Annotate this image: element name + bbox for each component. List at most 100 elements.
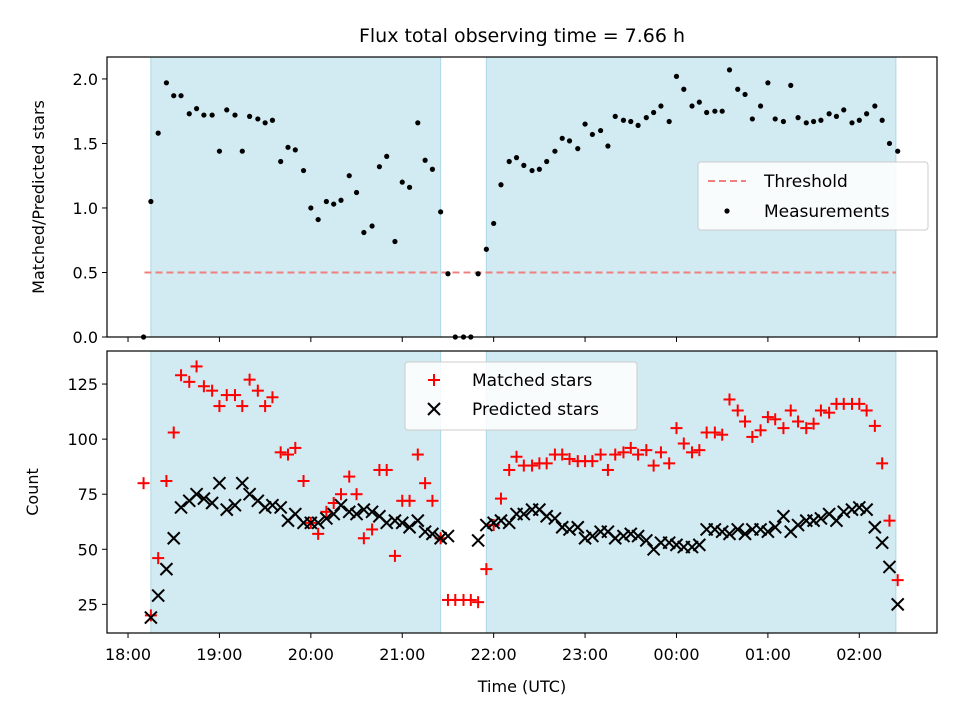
predicted-star-mark-b (753, 522, 768, 537)
matched-star-point (807, 417, 820, 430)
matched-star-point (464, 593, 477, 606)
y-tick-label: 0.5 (73, 263, 98, 282)
matched-star-point (624, 441, 637, 454)
predicted-star-point (388, 513, 402, 528)
predicted-star-point (334, 498, 348, 512)
matched-star-point (266, 391, 279, 404)
matched-star-point (289, 441, 302, 454)
measurement-point (155, 130, 161, 136)
bottom-legend-box (404, 361, 638, 431)
x-tick-label: 02:00 (836, 645, 882, 664)
measurement-point (612, 113, 618, 119)
measurement-point (498, 182, 504, 188)
predicted-star-mark-b (205, 496, 219, 510)
matched-star-point (632, 448, 645, 461)
predicted-star-mark-b (539, 509, 554, 523)
measurement-point (255, 116, 261, 122)
matched-star-point (891, 574, 904, 587)
predicted-star-point (502, 516, 516, 530)
predicted-star-point (411, 513, 425, 528)
predicted-star-point (418, 524, 432, 539)
predicted-star-mark-b (806, 513, 821, 528)
predicted-star-point (631, 529, 645, 543)
measurement-point (445, 271, 451, 277)
matched-star-point (693, 444, 706, 457)
measurement-point (232, 112, 238, 118)
measurement-point (483, 246, 489, 252)
bottom-legend: Matched stars Predicted stars (404, 361, 638, 431)
measurement-point (886, 140, 893, 147)
matched-star-point (800, 422, 813, 435)
predicted-star-point (722, 527, 737, 541)
predicted-star-mark-b (708, 522, 722, 537)
predicted-star-mark-b (220, 502, 234, 517)
measurement-point (262, 120, 268, 126)
predicted-star-point (517, 507, 531, 521)
predicted-star-mark-b (418, 524, 432, 539)
predicted-stars-points (144, 476, 905, 625)
predicted-star-mark-b (814, 511, 828, 526)
measurement-point (384, 153, 390, 159)
matched-star-point (814, 404, 827, 417)
measurement-point (285, 144, 291, 150)
predicted-star-mark-b (845, 502, 859, 517)
predicted-star-mark-b (411, 513, 425, 528)
measurement-point (422, 157, 428, 163)
measurement-point (704, 109, 710, 116)
measurement-point (879, 117, 885, 123)
matched-star-point (281, 448, 294, 461)
predicted-star-point (852, 500, 867, 515)
matched-star-point (640, 444, 653, 457)
matched-star-point (663, 457, 676, 470)
matched-star-point (335, 488, 348, 501)
measurement-point (864, 111, 870, 117)
predicted-star-mark-b (502, 516, 516, 530)
predicted-star-mark-b (616, 529, 631, 543)
predicted-star-mark-b (890, 597, 905, 612)
measurement-points (140, 67, 901, 340)
measurement-point (246, 113, 253, 119)
predicted-star-mark-b (251, 494, 265, 508)
predicted-star-mark-b (265, 498, 280, 512)
predicted-star-mark-b (273, 500, 288, 515)
measurement-point (415, 120, 421, 126)
y-tick-label: 2.0 (73, 70, 98, 89)
y-tick-label: 100 (67, 430, 98, 449)
top-legend: Threshold Measurements (697, 161, 929, 231)
measurement-point (765, 80, 771, 86)
predicted-star-point (539, 509, 554, 523)
predicted-star-mark-b (311, 516, 325, 530)
predicted-star-mark-b (441, 529, 455, 543)
predicted-star-mark-b (494, 513, 508, 528)
matched-star-point (411, 448, 424, 461)
matched-star-point (647, 459, 660, 472)
predicted-star-point (319, 511, 334, 526)
matched-star-point (480, 563, 493, 576)
predicted-star-mark-b (258, 500, 272, 515)
predicted-star-point (685, 540, 699, 554)
predicted-star-point (159, 562, 174, 576)
y-tick-label: 25 (78, 595, 98, 614)
predicted-star-mark-b (372, 509, 387, 523)
predicted-star-mark-b (517, 507, 531, 521)
measurement-point (506, 158, 512, 165)
predicted-star-mark-b (479, 518, 494, 532)
measurement-point (148, 198, 154, 205)
measurement-point (323, 198, 329, 205)
measurement-point (749, 116, 755, 122)
measurement-point (795, 115, 801, 121)
bottom-panel: 25 50 75 100 125 18:00 19:00 20:00 21:00 22:00 23… (23, 350, 938, 696)
top-axes-frame (106, 56, 938, 338)
predicted-star-mark-b (669, 538, 684, 552)
predicted-star-mark-b (349, 507, 364, 521)
matched-star-point (769, 413, 782, 426)
matched-star-point (594, 448, 607, 461)
matched-star-point (784, 404, 797, 417)
measurement-point (224, 107, 230, 113)
predicted-star-point (845, 502, 859, 517)
predicted-star-point (380, 516, 394, 530)
matched-star-point (472, 596, 485, 609)
measurement-point (491, 220, 497, 227)
measurement-point (536, 166, 542, 172)
matched-star-point (350, 488, 363, 501)
